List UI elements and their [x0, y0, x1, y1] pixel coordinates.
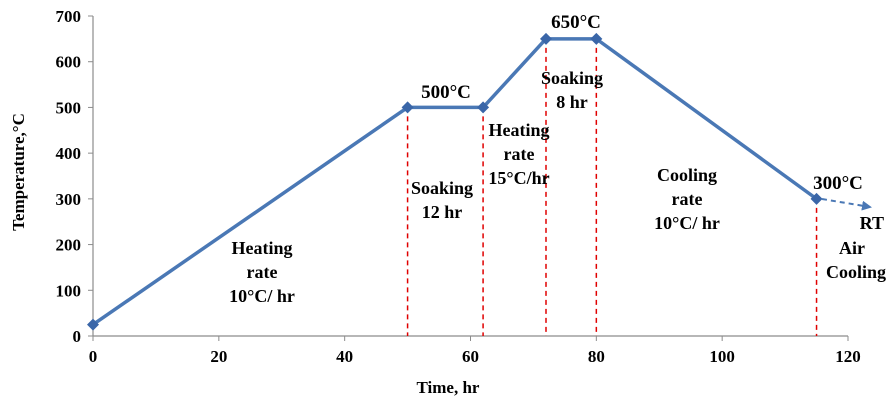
temp-label-650: 650°C [551, 12, 601, 33]
y-tick-label: 700 [56, 7, 82, 26]
y-tick-label: 100 [56, 281, 82, 300]
soaking-2-line2: 8 hr [556, 92, 588, 112]
temp-label-300: 300°C [813, 173, 863, 194]
y-tick-label: 400 [56, 144, 82, 163]
temp-label-500: 500°C [421, 82, 471, 103]
data-point-marker [401, 101, 414, 114]
x-tick-label: 40 [336, 347, 353, 366]
air-cooling-line2: Cooling [826, 262, 886, 282]
y-tick-label: 200 [56, 236, 82, 255]
cooling-rate-line1: Cooling [657, 165, 717, 185]
data-point-marker [477, 101, 490, 114]
data-point-marker [590, 32, 603, 45]
heating-rate-2-line1: Heating [489, 120, 550, 140]
x-tick-label: 20 [210, 347, 227, 366]
soaking-2-line1: Soaking [541, 68, 603, 88]
data-point-marker [87, 318, 99, 331]
air-cooling-line1: Air [839, 238, 865, 258]
cooling-rate-line3: 10°C/ hr [654, 213, 720, 233]
guide-lines [406, 38, 818, 336]
x-tick-label: 120 [835, 347, 861, 366]
soaking-1-line1: Soaking [411, 178, 473, 198]
annotations: Heating rate 10°C/ hr Soaking 12 hr Heat… [229, 68, 886, 306]
data-point-marker [540, 32, 552, 45]
heating-rate-2-line3: 15°C/hr [488, 168, 549, 188]
series-path [92, 37, 818, 327]
y-tick-label: 300 [56, 190, 82, 209]
soaking-1-line2: 12 hr [422, 202, 463, 222]
air-cooling-arrow [821, 198, 872, 211]
y-tick-label: 500 [56, 98, 82, 117]
x-tick-label: 100 [709, 347, 735, 366]
rt-label: RT [860, 213, 884, 233]
x-tick-label: 60 [462, 347, 479, 366]
cooling-rate-line2: rate [672, 189, 703, 209]
x-tick-label: 0 [89, 347, 98, 366]
axes [92, 16, 848, 337]
heating-rate-1-line2: rate [247, 262, 278, 282]
heating-rate-2-line2: rate [504, 144, 535, 164]
heating-rate-1-line3: 10°C/ hr [229, 286, 295, 306]
heating-rate-1-line1: Heating [232, 238, 293, 258]
x-tick-label: 80 [588, 347, 605, 366]
markers [87, 32, 823, 331]
data-point-marker [810, 192, 823, 205]
series-line [92, 37, 818, 327]
temperature-labels: 500°C 650°C 300°C [421, 12, 863, 194]
axis-ticks: 0 20 40 60 80 100 120 0 100 200 300 400 500 600 700 [56, 7, 861, 366]
y-tick-label: 600 [56, 53, 82, 72]
x-axis-title: Time, hr [417, 378, 480, 397]
y-axis-title: Temperature,°C [9, 113, 28, 231]
y-tick-label: 0 [73, 327, 82, 346]
